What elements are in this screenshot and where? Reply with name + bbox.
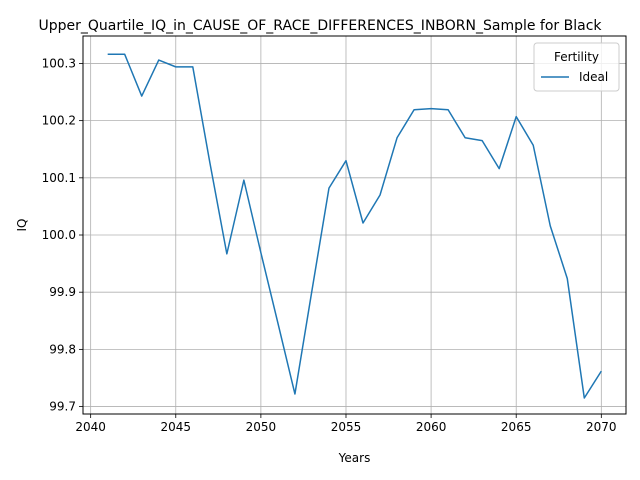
y-tick-label: 100.1 xyxy=(42,171,76,185)
y-tick-label: 99.9 xyxy=(49,285,76,299)
grid-layer xyxy=(83,36,626,414)
legend-title: Fertility xyxy=(554,50,599,64)
x-tick-label: 2065 xyxy=(501,420,532,434)
x-tick-label: 2060 xyxy=(416,420,447,434)
x-tick-label: 2050 xyxy=(246,420,277,434)
series-layer xyxy=(107,53,602,399)
x-tick-label: 2040 xyxy=(75,420,106,434)
y-axis-label: IQ xyxy=(15,219,29,232)
y-tick-label: 100.2 xyxy=(42,114,76,128)
y-axis: 99.7 99.8 99.9 100.0 100.1 100.2 100.3 xyxy=(42,56,83,414)
y-tick-label: 99.8 xyxy=(49,342,76,356)
x-axis-label: Years xyxy=(338,451,371,465)
series-line-0 xyxy=(107,53,602,399)
y-tick-label: 100.0 xyxy=(42,228,76,242)
x-tick-label: 2045 xyxy=(160,420,191,434)
plot-frame xyxy=(82,35,627,415)
legend-series-label: Ideal xyxy=(579,70,608,84)
x-tick-label: 2070 xyxy=(586,420,617,434)
x-tick-label: 2055 xyxy=(331,420,362,434)
y-tick-label: 99.7 xyxy=(49,400,76,414)
chart-title: Upper_Quartile_IQ_in_CAUSE_OF_RACE_DIFFE… xyxy=(38,18,602,34)
legend-box xyxy=(533,42,620,92)
y-tick-label: 100.3 xyxy=(42,56,76,70)
x-axis: 2040 2045 2050 2055 2060 2065 2070 xyxy=(75,414,617,434)
legend: Fertility Ideal xyxy=(533,42,620,92)
